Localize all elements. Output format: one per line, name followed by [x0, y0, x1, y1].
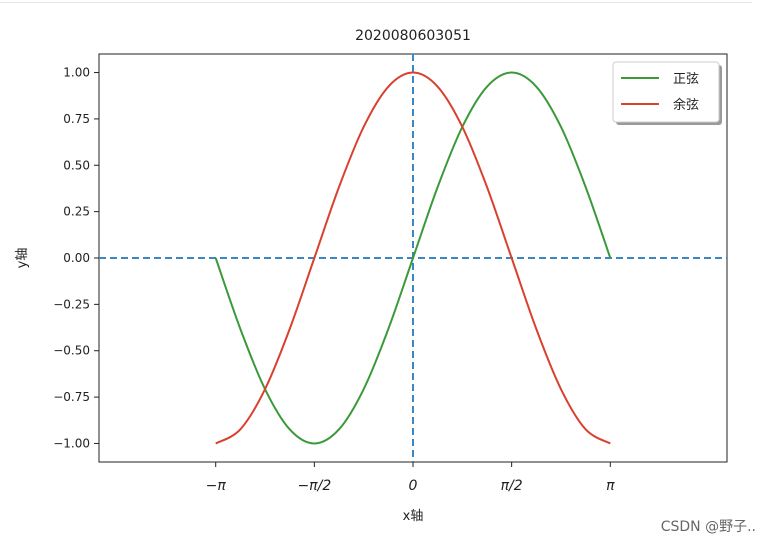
y-axis-ticks: 1.00 0.75 0.50 0.25 0.00 −0.25 −0.50 −0.75 −1.00 — [53, 66, 99, 450]
chart-title: 2020080603051 — [355, 28, 471, 44]
watermark: CSDN @野子.. — [660, 519, 756, 535]
y-tick-label: 0.00 — [63, 251, 90, 265]
x-tick-label: −π/2 — [297, 478, 331, 494]
series-layer — [214, 71, 612, 445]
legend-label: 正弦 — [673, 71, 699, 87]
y-tick-label: 0.25 — [63, 205, 90, 219]
y-tick-label: −0.50 — [53, 344, 90, 358]
y-tick-label: −0.75 — [53, 390, 90, 404]
x-tick-label: −π — [206, 478, 227, 494]
page-top-divider — [0, 2, 752, 3]
x-tick-label: π — [606, 478, 615, 494]
legend-label: 余弦 — [673, 97, 699, 113]
legend-box — [612, 61, 720, 123]
y-axis-label: y轴 — [15, 248, 30, 269]
y-tick-label: 0.75 — [63, 112, 90, 126]
x-tick-label: 0 — [409, 478, 418, 494]
y-tick-label: −1.00 — [53, 436, 90, 450]
y-tick-label: −0.25 — [53, 297, 90, 311]
x-axis-ticks: −π −π/2 0 π/2 π — [206, 462, 615, 494]
x-tick-label: π/2 — [501, 478, 523, 494]
y-tick-label: 0.50 — [63, 158, 90, 172]
series-line-sine — [214, 71, 612, 445]
x-axis-label: x轴 — [403, 509, 424, 524]
y-tick-label: 1.00 — [63, 66, 90, 80]
series-line-cosine — [215, 71, 611, 445]
